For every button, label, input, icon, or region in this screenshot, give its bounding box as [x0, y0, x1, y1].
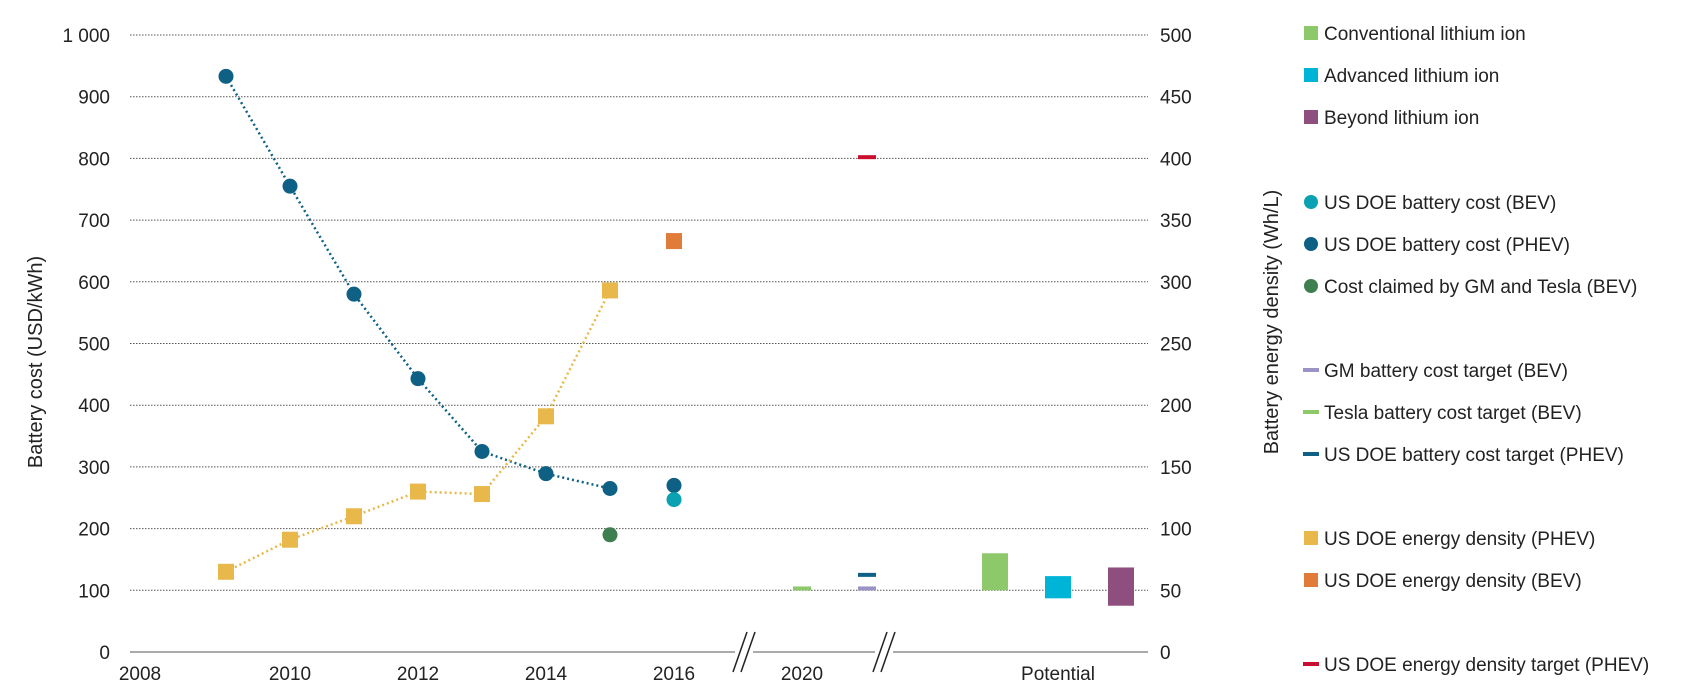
right-tick-label: 0 — [1160, 643, 1171, 664]
x-tick-label: 2016 — [653, 664, 695, 685]
axis-break-mask — [875, 628, 893, 676]
legend: Conventional lithium ion Advanced lithium… — [1303, 24, 1649, 676]
data-point — [666, 477, 682, 493]
data-point — [602, 480, 618, 496]
target-dash — [858, 155, 876, 160]
range-bar — [1108, 567, 1134, 606]
right-tick-label: 500 — [1160, 26, 1192, 47]
left-tick-label: 300 — [78, 458, 110, 479]
data-point — [474, 486, 490, 503]
left-tick-label: 400 — [78, 396, 110, 417]
left-axis-title: Battery cost (USD/kWh) — [25, 256, 47, 468]
x-tick-label: Potential — [1021, 664, 1095, 685]
left-axis-ticks: 0 100 200 300 400 500 600 700 800 900 1 000 — [62, 26, 110, 664]
series-line — [225, 289, 612, 573]
data-point — [538, 408, 554, 425]
axis-break-mark — [740, 631, 756, 673]
legend-swatch — [1303, 368, 1319, 372]
legend-label: Tesla battery cost target (BEV) — [1324, 403, 1582, 424]
data-point — [282, 531, 298, 548]
legend-label: GM battery cost target (BEV) — [1324, 361, 1568, 382]
x-tick-label: 2014 — [525, 664, 568, 685]
legend-swatch — [1304, 68, 1318, 82]
legend-swatch — [1303, 452, 1319, 456]
data-point — [410, 483, 426, 500]
x-tick-label: 2020 — [781, 664, 823, 685]
legend-swatch — [1304, 26, 1318, 40]
x-tick-label: 2012 — [397, 664, 439, 685]
axis-break-mark — [872, 631, 888, 673]
data-point — [538, 466, 554, 482]
target-dash — [793, 586, 811, 591]
right-axis-ticks: 0 50 100 150 200 250 300 350 400 450 500 — [1160, 26, 1192, 664]
data-point — [218, 563, 234, 580]
right-tick-label: 150 — [1160, 458, 1192, 479]
right-tick-label: 200 — [1160, 396, 1192, 417]
legend-swatch — [1304, 110, 1318, 124]
legend-label: Cost claimed by GM and Tesla (BEV) — [1324, 277, 1637, 298]
range-bar — [1045, 576, 1071, 599]
legend-label: Advanced lithium ion — [1324, 66, 1499, 87]
data-point — [410, 371, 426, 387]
legend-label: US DOE battery cost (PHEV) — [1324, 235, 1570, 256]
data-point — [346, 286, 362, 302]
left-tick-label: 900 — [78, 88, 110, 109]
axis-breaks — [732, 628, 896, 676]
data-point — [666, 492, 682, 508]
left-tick-label: 0 — [99, 643, 110, 664]
legend-label: Conventional lithium ion — [1324, 24, 1526, 45]
axis-break-mark — [880, 631, 896, 673]
data-point — [474, 443, 490, 459]
axis-break-mask — [735, 628, 753, 676]
right-tick-label: 250 — [1160, 335, 1192, 356]
legend-label: US DOE energy density (PHEV) — [1324, 529, 1595, 550]
left-tick-label: 100 — [78, 581, 110, 602]
right-axis-title: Battery energy density (Wh/L) — [1261, 190, 1283, 455]
legend-swatch — [1304, 279, 1318, 293]
gridlines — [130, 34, 1148, 653]
left-tick-label: 800 — [78, 149, 110, 170]
legend-swatch — [1304, 195, 1318, 209]
series-line — [224, 75, 611, 490]
plot-marks — [218, 68, 1134, 606]
legend-swatch — [1303, 410, 1319, 414]
legend-label: US DOE energy density target (PHEV) — [1324, 655, 1649, 676]
left-tick-label: 200 — [78, 520, 110, 541]
right-tick-label: 350 — [1160, 211, 1192, 232]
x-tick-label: 2008 — [119, 664, 161, 685]
data-point — [282, 178, 298, 194]
data-point — [666, 233, 682, 250]
legend-label: US DOE battery cost (BEV) — [1324, 193, 1556, 214]
legend-swatch — [1304, 573, 1318, 587]
data-point — [602, 527, 618, 543]
data-point — [602, 282, 618, 299]
right-tick-label: 100 — [1160, 520, 1192, 541]
right-tick-label: 50 — [1160, 581, 1181, 602]
target-dash — [858, 572, 876, 577]
axis-break-mark — [732, 631, 748, 673]
data-point — [218, 68, 234, 84]
left-tick-label: 700 — [78, 211, 110, 232]
range-bar — [982, 553, 1008, 591]
legend-swatch — [1303, 662, 1319, 666]
target-dash — [858, 586, 876, 591]
right-tick-label: 300 — [1160, 273, 1192, 294]
legend-label: Beyond lithium ion — [1324, 108, 1479, 129]
left-tick-label: 600 — [78, 273, 110, 294]
x-tick-label: 2010 — [269, 664, 311, 685]
left-tick-label: 500 — [78, 335, 110, 356]
legend-swatch — [1304, 531, 1318, 545]
left-tick-label: 1 000 — [62, 26, 110, 47]
legend-label: US DOE battery cost target (PHEV) — [1324, 445, 1624, 466]
data-point — [346, 508, 362, 525]
legend-swatch — [1304, 237, 1318, 251]
x-axis-ticks: 2008 2010 2012 2014 2016 2020 Potential — [119, 664, 1095, 685]
right-tick-label: 400 — [1160, 149, 1192, 170]
right-tick-label: 450 — [1160, 88, 1192, 109]
legend-label: US DOE energy density (BEV) — [1324, 571, 1582, 592]
